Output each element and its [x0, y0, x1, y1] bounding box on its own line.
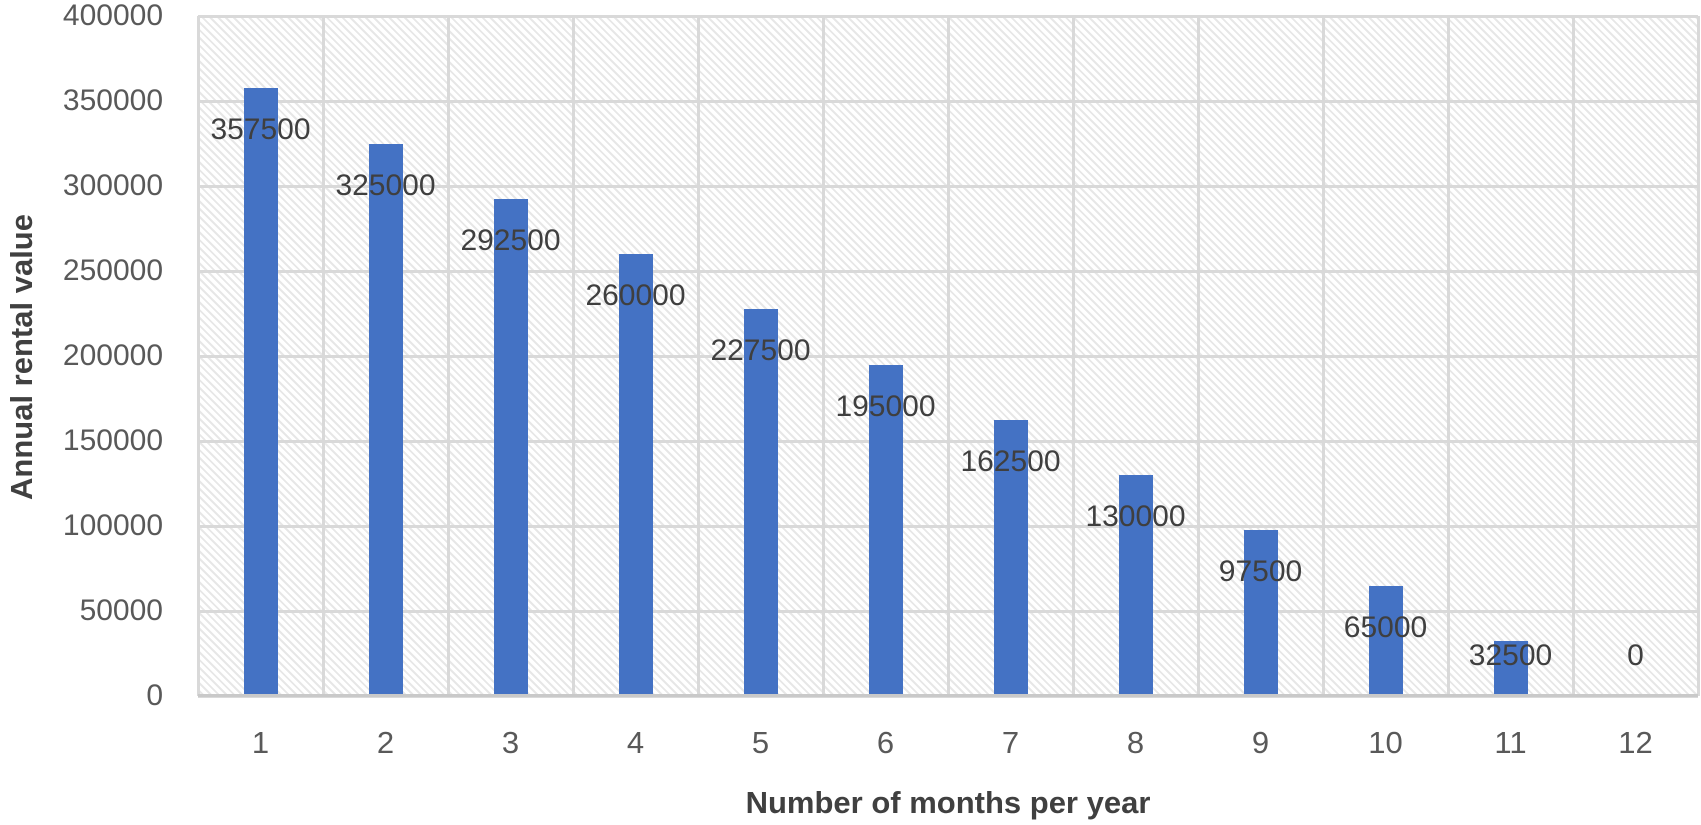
x-axis-tick-label: 10	[1368, 725, 1403, 760]
x-axis-tick-label: 4	[626, 725, 645, 760]
vertical-gridline	[1321, 16, 1325, 696]
data-label: 260000	[585, 279, 686, 312]
data-label: 195000	[835, 389, 936, 423]
x-axis-tick-label: 8	[1126, 725, 1145, 760]
vertical-gridline	[946, 16, 950, 696]
data-label: 0	[1627, 639, 1644, 672]
vertical-gridline	[571, 16, 575, 696]
vertical-gridline	[1696, 16, 1700, 696]
y-axis-tick-label: 100000	[62, 509, 163, 542]
bar	[993, 419, 1028, 696]
vertical-gridline	[1071, 16, 1075, 696]
data-label: 227500	[710, 334, 811, 368]
x-axis-title: Number of months per year	[745, 785, 1151, 820]
data-label: 357500	[210, 113, 311, 147]
data-label: 97500	[1218, 555, 1303, 589]
bar	[243, 88, 278, 696]
x-axis-tick-label: 9	[1251, 725, 1270, 760]
x-axis-tick-label: 12	[1618, 725, 1653, 760]
y-axis-tick-label: 250000	[62, 254, 163, 287]
x-axis-tick-label: 11	[1494, 725, 1527, 760]
x-axis-tick-label: 3	[501, 725, 520, 760]
bar	[1118, 475, 1153, 696]
y-axis-tick-label: 400000	[62, 0, 163, 32]
vertical-gridline	[821, 16, 825, 696]
vertical-gridline	[1196, 16, 1200, 696]
x-axis-tick-label: 1	[251, 725, 270, 760]
vertical-gridline	[1571, 16, 1575, 696]
bar	[493, 198, 528, 696]
x-axis-tick-label: 6	[876, 725, 895, 760]
vertical-gridline	[696, 16, 700, 696]
data-label: 32500	[1468, 639, 1553, 672]
bar	[618, 254, 653, 696]
data-label: 65000	[1343, 610, 1428, 644]
vertical-gridline	[321, 16, 325, 696]
x-axis-tick-label: 7	[1001, 725, 1020, 760]
data-label: 162500	[960, 444, 1061, 478]
vertical-gridline	[1446, 16, 1450, 696]
bar	[868, 364, 903, 696]
y-axis-tick-label: 50000	[79, 594, 163, 627]
bar	[1243, 530, 1278, 696]
y-axis-tick-label: 0	[146, 679, 163, 712]
bar	[743, 309, 778, 696]
data-label: 292500	[460, 223, 561, 257]
bar	[368, 143, 403, 696]
y-axis-tick-label: 200000	[62, 339, 163, 372]
vertical-gridline	[196, 16, 200, 696]
data-label: 325000	[335, 168, 436, 202]
x-axis-line	[198, 694, 1698, 697]
data-label: 130000	[1085, 500, 1186, 533]
x-axis-tick-label: 2	[376, 725, 395, 760]
x-axis-tick-label: 5	[751, 725, 770, 760]
bar	[1493, 640, 1528, 696]
bar	[1368, 585, 1403, 696]
plot-area: 357500 325000 292500 260000 227500 195000 1625…	[196, 15, 1700, 698]
y-axis-tick-label: 150000	[62, 424, 163, 457]
y-axis-tick-label: 350000	[62, 84, 163, 117]
y-axis-tick-label: 300000	[62, 169, 163, 202]
vertical-gridline	[446, 16, 450, 696]
